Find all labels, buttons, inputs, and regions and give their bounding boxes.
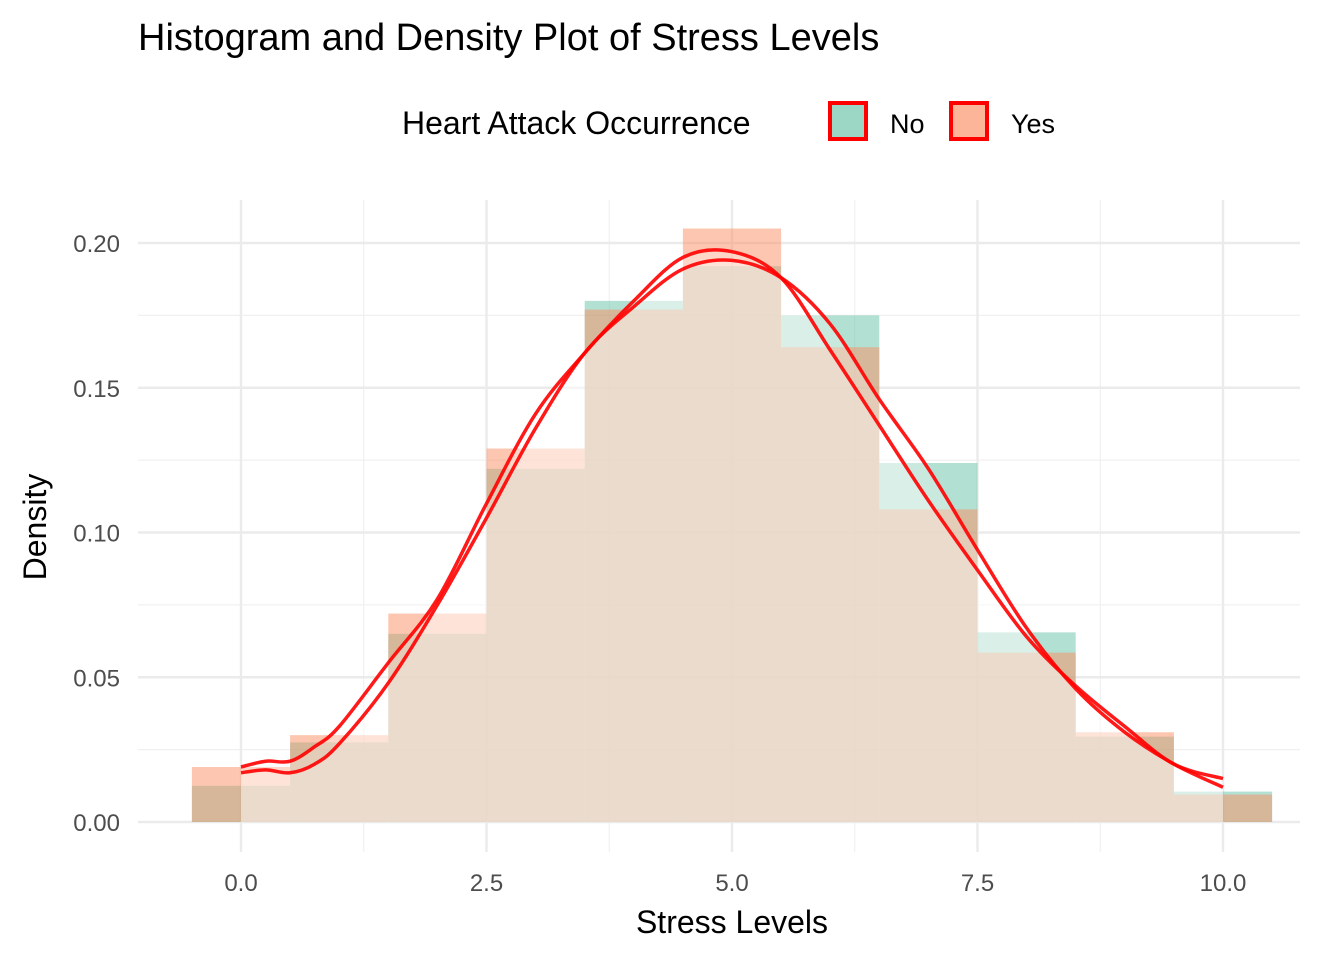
x-axis-ticks: 0.0 2.5 5.0 7.5 10.0 bbox=[224, 870, 1246, 897]
legend-label-yes: Yes bbox=[1011, 109, 1055, 139]
histogram-bar-yes bbox=[584, 309, 683, 823]
x-tick-label: 10.0 bbox=[1200, 870, 1247, 897]
histogram-bars bbox=[191, 228, 1273, 823]
legend-key-yes bbox=[949, 101, 989, 141]
y-tick-label: 0.10 bbox=[73, 521, 120, 548]
density-area-no bbox=[241, 259, 1223, 823]
histogram-bar-yes bbox=[191, 766, 291, 822]
y-tick-label: 0.00 bbox=[73, 810, 120, 837]
x-tick-label: 2.5 bbox=[470, 870, 503, 897]
y-axis-title: Density bbox=[17, 474, 53, 581]
y-tick-label: 0.20 bbox=[73, 231, 120, 258]
x-tick-label: 5.0 bbox=[715, 870, 748, 897]
density-curve-yes bbox=[240, 248, 1224, 781]
legend-key-no bbox=[828, 101, 868, 141]
histogram-bar-yes bbox=[1075, 732, 1174, 822]
histogram-bar-yes bbox=[388, 613, 487, 822]
y-tick-label: 0.05 bbox=[73, 665, 120, 692]
density-curves bbox=[240, 248, 1224, 823]
y-tick-label: 0.15 bbox=[73, 376, 120, 403]
y-axis-ticks: 0.00 0.05 0.10 0.15 0.20 bbox=[73, 231, 120, 837]
density-area-yes bbox=[241, 249, 1223, 822]
histogram-bar-yes bbox=[486, 448, 585, 822]
histogram-bar-yes bbox=[977, 652, 1076, 822]
histogram-bar-yes bbox=[290, 735, 389, 822]
histogram-bar-yes bbox=[1173, 794, 1273, 822]
histogram-bar-yes bbox=[879, 509, 978, 822]
legend-label-no: No bbox=[890, 109, 925, 139]
x-tick-label: 7.5 bbox=[961, 870, 994, 897]
chart-title: Histogram and Density Plot of Stress Lev… bbox=[138, 17, 879, 59]
x-tick-label: 0.0 bbox=[224, 870, 257, 897]
histogram-bar-yes bbox=[682, 228, 782, 822]
legend-title: Heart Attack Occurrence bbox=[402, 105, 751, 141]
histogram-bar-yes bbox=[781, 347, 880, 822]
x-axis-title: Stress Levels bbox=[636, 904, 828, 940]
legend: Heart Attack Occurrence No Yes bbox=[402, 101, 1055, 141]
density-curve-no bbox=[240, 258, 1224, 789]
